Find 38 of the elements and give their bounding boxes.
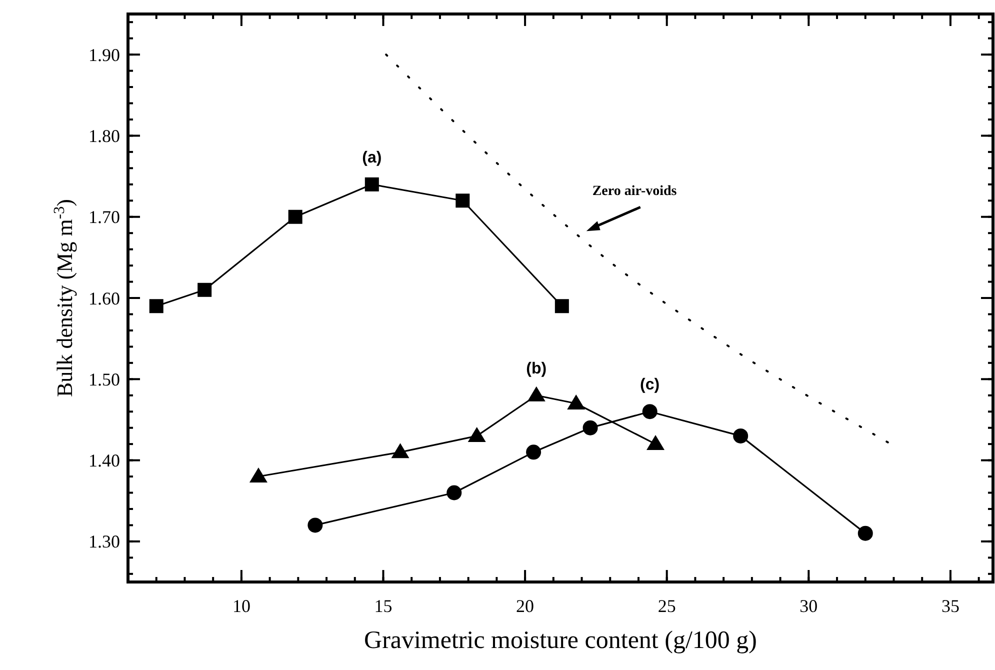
point xyxy=(468,426,486,442)
y-tick-label: 1.50 xyxy=(88,369,120,390)
point xyxy=(642,404,658,420)
point xyxy=(391,443,410,458)
line-series xyxy=(385,54,892,446)
annotation: Zero air-voids xyxy=(592,184,678,200)
point xyxy=(364,177,379,192)
point xyxy=(733,428,748,444)
y-tick-label: 1.30 xyxy=(88,532,120,552)
point xyxy=(149,299,164,314)
point xyxy=(308,518,323,533)
point xyxy=(446,485,462,500)
x-tick-label: 15 xyxy=(374,596,392,616)
x-axis-title: Gravimetric moisture content (g/100 g) xyxy=(364,627,757,654)
point xyxy=(554,299,569,314)
point xyxy=(456,194,470,208)
y-tick-label: 1.70 xyxy=(88,207,120,228)
y-tick-label: 1.90 xyxy=(88,44,120,65)
point xyxy=(288,210,302,224)
point xyxy=(526,444,542,460)
y-tick-label: 1.80 xyxy=(88,126,120,146)
point xyxy=(527,386,546,402)
y-tick-label: 1.60 xyxy=(88,288,120,308)
point xyxy=(249,468,268,483)
x-tick-label: 35 xyxy=(941,596,960,616)
annotation: (b) xyxy=(526,360,547,378)
point xyxy=(567,394,586,410)
annotation: (c) xyxy=(640,376,660,394)
x-tick-label: 25 xyxy=(658,596,676,616)
x-tick-label: 20 xyxy=(516,596,534,616)
point xyxy=(582,420,598,436)
x-tick-label: 30 xyxy=(800,596,818,616)
point xyxy=(198,282,212,297)
x-tick-label: 10 xyxy=(232,596,250,616)
y-tick-label: 1.40 xyxy=(88,450,120,471)
point xyxy=(858,526,873,541)
point xyxy=(646,435,665,450)
annotation: (a) xyxy=(362,149,382,166)
